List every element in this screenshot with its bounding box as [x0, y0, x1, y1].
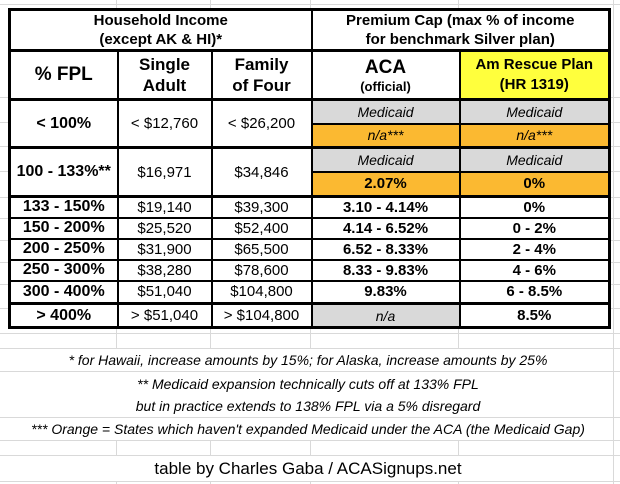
arp-na-cell: n/a***	[458, 122, 611, 149]
family-of-four-cell: < $26,200	[210, 98, 313, 149]
aca-pct-cell: 4.14 - 6.52%	[310, 216, 461, 240]
table-row: 300 - 400% $51,040 $104,800 9.83% 6 - 8.…	[8, 279, 611, 305]
income-header-line2: (except AK & HI)*	[99, 31, 223, 48]
table-row: 250 - 300% $38,280 $78,600 8.33 - 9.83% …	[8, 258, 611, 282]
premium-header-line2: for benchmark Silver plan)	[365, 31, 555, 48]
table-row: 200 - 250% $31,900 $65,500 6.52 - 8.33% …	[8, 237, 611, 261]
arp-pct-cell: 6 - 8.5%	[458, 279, 611, 305]
single-adult-column-header: Single Adult	[116, 49, 213, 101]
arp-header-line1: Am Rescue Plan	[475, 56, 594, 73]
table-row: 133 - 150% $19,140 $39,300 3.10 - 4.14% …	[8, 195, 611, 219]
column-header-row: % FPL Single Adult Family of Four ACA (o…	[8, 49, 611, 101]
table-row: 150 - 200% $25,520 $52,400 4.14 - 6.52% …	[8, 216, 611, 240]
am-rescue-plan-column-header: Am Rescue Plan (HR 1319)	[458, 49, 611, 101]
aca-column-header: ACA (official)	[310, 49, 461, 101]
aca-pct-cell: 8.33 - 9.83%	[310, 258, 461, 282]
fpl-cell: 250 - 300%	[8, 258, 119, 282]
aca-header-line1: ACA	[364, 56, 407, 78]
family-of-four-cell: $78,600	[210, 258, 313, 282]
arp-pct-cell: 0 - 2%	[458, 216, 611, 240]
table-row: > 400% > $51,040 > $104,800 n/a 8.5%	[8, 302, 611, 329]
aca-pct-cell: 6.52 - 8.33%	[310, 237, 461, 261]
fpl-cell: < 100%	[8, 98, 119, 149]
arp-pct-cell: 8.5%	[458, 302, 611, 329]
attribution-line: table by Charles Gaba / ACASignups.net	[8, 456, 608, 481]
single-adult-cell: > $51,040	[116, 302, 213, 329]
family-of-four-column-header: Family of Four	[210, 49, 313, 101]
single-adult-cell: < $12,760	[116, 98, 213, 149]
fpl-cell: 150 - 200%	[8, 216, 119, 240]
arp-pct-cell: 2 - 4%	[458, 237, 611, 261]
family-header-line2: of Four	[232, 76, 291, 95]
aca-pct-cell: 2.07%	[310, 170, 461, 198]
premium-header-line1: Premium Cap (max % of income	[346, 12, 575, 29]
footnote-medicaid-line2: but in practice extends to 138% FPL via …	[135, 397, 481, 414]
fpl-cell: 300 - 400%	[8, 279, 119, 305]
footnote-medicaid-gap: *** Orange = States which haven't expand…	[8, 418, 608, 440]
premium-cap-group-header: Premium Cap (max % of income for benchma…	[310, 8, 611, 52]
family-of-four-cell: > $104,800	[210, 302, 313, 329]
arp-pct-cell: 0%	[458, 170, 611, 198]
family-of-four-cell: $52,400	[210, 216, 313, 240]
group-header-row: Household Income (except AK & HI)* Premi…	[8, 8, 611, 52]
household-income-group-header: Household Income (except AK & HI)*	[8, 8, 313, 52]
single-header-line1: Single	[138, 55, 190, 74]
aca-header-line2: (official)	[360, 78, 411, 94]
family-of-four-cell: $39,300	[210, 195, 313, 219]
fpl-cell: 100 - 133%**	[8, 146, 119, 198]
fpl-cell: > 400%	[8, 302, 119, 329]
fpl-cell: 200 - 250%	[8, 237, 119, 261]
income-header-line1: Household Income	[93, 12, 228, 29]
aca-na-cell: n/a	[310, 302, 461, 329]
single-adult-cell: $31,900	[116, 237, 213, 261]
footnote-medicaid-line1: ** Medicaid expansion technically cuts o…	[137, 375, 479, 392]
fpl-cell: 133 - 150%	[8, 195, 119, 219]
aca-medicaid-cell: Medicaid	[310, 146, 461, 173]
table-row: 2.07% 0%	[10, 170, 611, 198]
arp-pct-cell: 4 - 6%	[458, 258, 611, 282]
single-adult-cell: $16,971	[116, 146, 213, 198]
aca-medicaid-cell: Medicaid	[310, 98, 461, 125]
footnote-medicaid-expansion: ** Medicaid expansion technically cuts o…	[8, 372, 608, 417]
single-adult-cell: $38,280	[116, 258, 213, 282]
arp-pct-cell: 0%	[458, 195, 611, 219]
family-header-line1: Family	[234, 55, 289, 74]
arp-medicaid-cell: Medicaid	[458, 146, 611, 173]
arp-medicaid-cell: Medicaid	[458, 98, 611, 125]
aca-na-cell: n/a***	[310, 122, 461, 149]
premium-cap-table: Household Income (except AK & HI)* Premi…	[8, 8, 611, 329]
single-adult-cell: $19,140	[116, 195, 213, 219]
family-of-four-cell: $34,846	[210, 146, 313, 198]
aca-pct-cell: 3.10 - 4.14%	[310, 195, 461, 219]
fpl-column-header: % FPL	[8, 49, 119, 101]
arp-header-line2: (HR 1319)	[499, 76, 569, 93]
footnote-hawaii-alaska: * for Hawaii, increase amounts by 15%; f…	[8, 349, 608, 371]
table-row: < 100% < $12,760 < $26,200 Medicaid Medi…	[8, 98, 611, 149]
family-of-four-cell: $65,500	[210, 237, 313, 261]
aca-pct-cell: 9.83%	[310, 279, 461, 305]
family-of-four-cell: $104,800	[210, 279, 313, 305]
table-row: 100 - 133%** $16,971 $34,846 Medicaid Me…	[8, 146, 611, 198]
single-header-line2: Adult	[142, 76, 187, 95]
single-adult-cell: $25,520	[116, 216, 213, 240]
single-adult-cell: $51,040	[116, 279, 213, 305]
table-row: n/a*** n/a***	[10, 122, 611, 149]
